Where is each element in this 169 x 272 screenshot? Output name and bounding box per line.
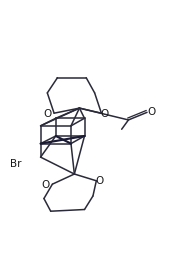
Text: Br: Br [10,159,22,169]
Text: O: O [101,109,109,119]
Text: O: O [147,107,155,117]
Text: O: O [96,176,104,186]
Text: O: O [43,109,51,119]
Text: O: O [42,180,50,190]
